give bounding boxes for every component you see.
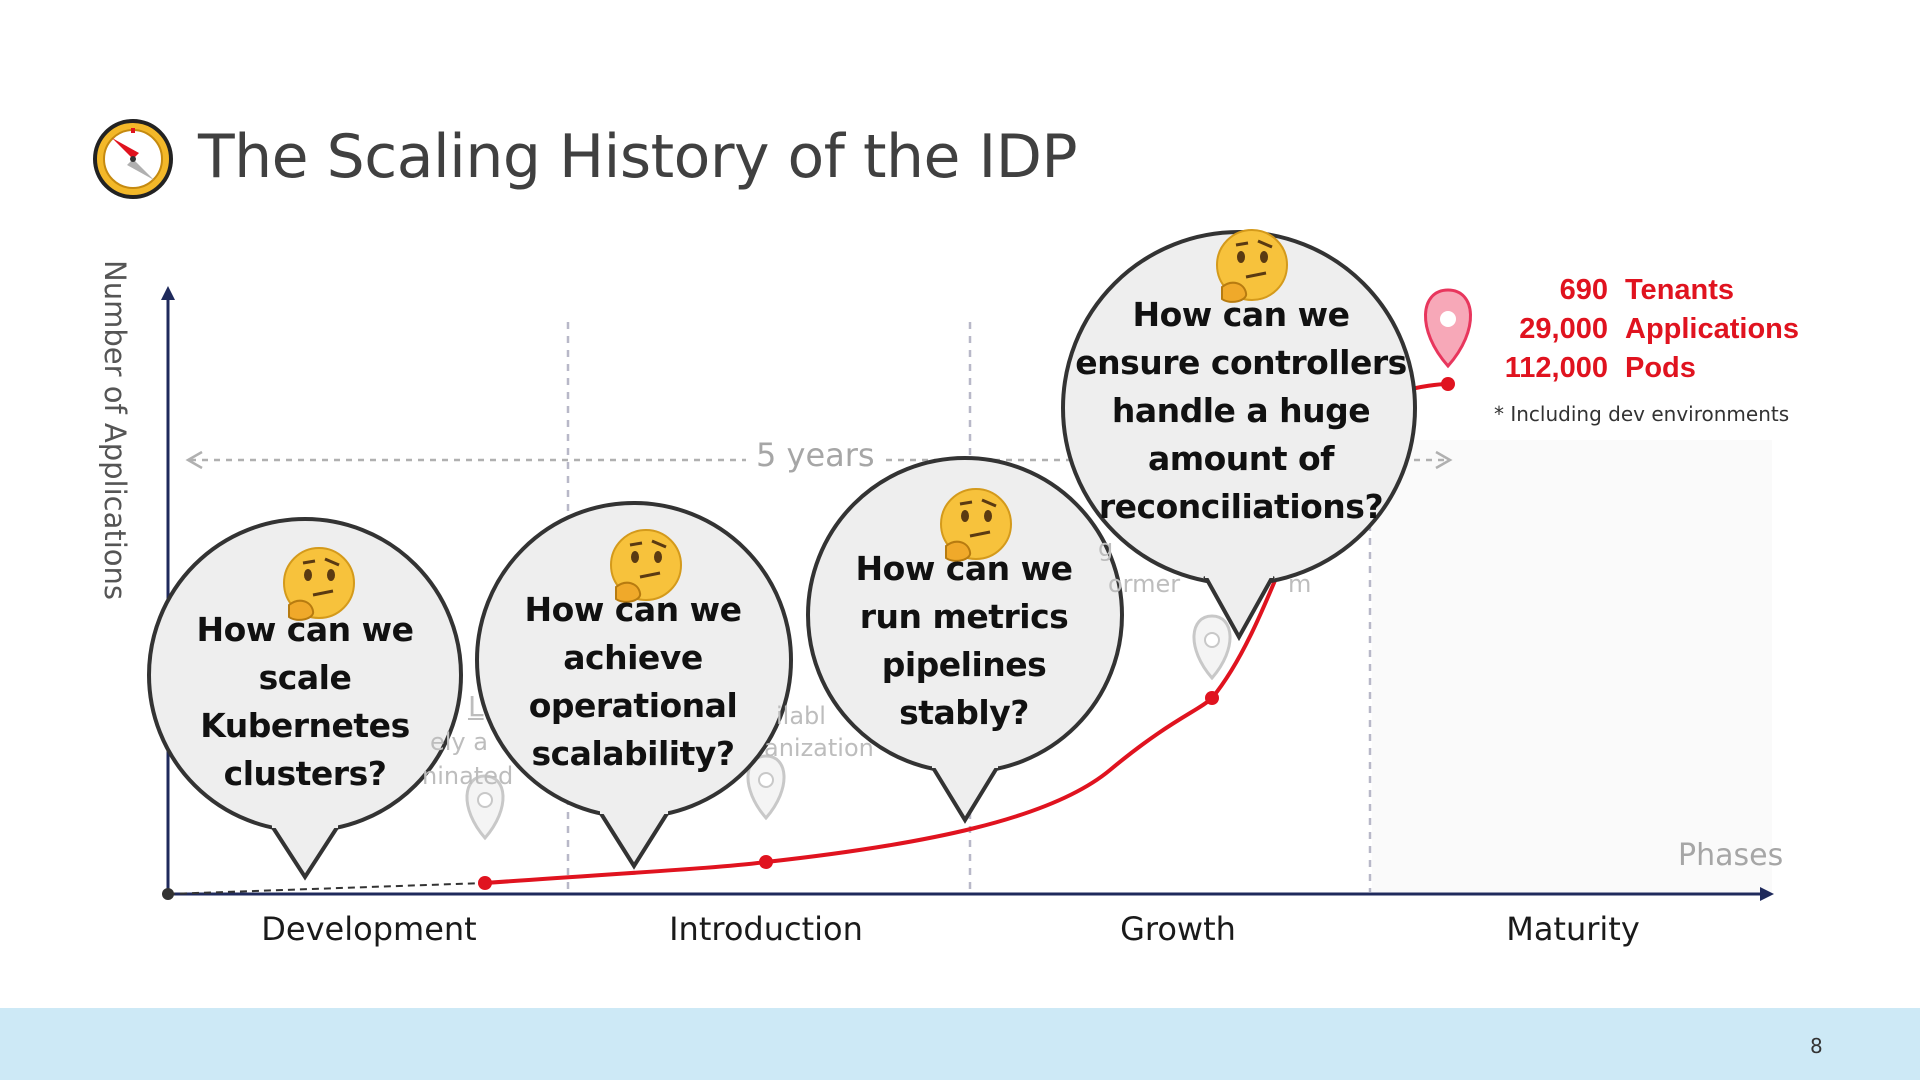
stat-pods-unit: Pods [1625,352,1696,384]
question-line: scalability? [531,734,735,773]
milestone-point-2 [759,855,773,869]
question-line: How can we [1132,295,1350,334]
duration-arrow-left-head [185,450,203,470]
obscured-text: ilabl [776,702,826,730]
milestone-point-1 [478,876,492,890]
question-line: amount of [1147,439,1335,478]
stat-tenants-unit: Tenants [1625,274,1735,306]
question-line: stably? [899,693,1029,732]
obscured-text: ely a [430,728,488,756]
question-line: scale [258,658,352,697]
obscured-text: ninated [422,762,514,790]
question-line: reconciliations? [1098,487,1384,526]
x-axis-arrowhead [1760,887,1774,901]
question-line: handle a huge [1111,391,1371,430]
question-text: How can we scale Kubernetes clusters? [197,606,414,798]
map-pin-red-icon [1424,288,1472,369]
question-line: achieve [563,638,703,677]
page-title: The Scaling History of the IDP [198,122,1078,192]
obscured-text: anization [764,734,874,762]
obscured-text: ormer [1108,570,1181,598]
question-line: How can we [855,549,1073,588]
stats-footnote: * Including dev environments [1494,402,1790,426]
footer-bar [0,1008,1920,1080]
stat-applications-number: 29,000 [1519,313,1608,345]
question-line: operational [528,686,738,725]
maturity-region [1372,440,1772,892]
thinking-face-icon [610,529,682,603]
question-line: clusters? [223,754,387,793]
question-bubble-1 [147,517,463,881]
page-number: 8 [1810,1034,1823,1058]
thinking-face-icon [1216,229,1288,303]
thinking-face-icon [283,547,355,621]
map-pin-icon [746,754,786,821]
question-text: How can we achieve operational scalabili… [525,586,742,778]
curve-dashed-start [167,882,486,895]
question-text: How can we ensure controllers handle a h… [1075,291,1407,531]
phase-label-growth: Growth [1120,910,1236,948]
question-line: How can we [524,590,742,629]
milestone-point-4 [1441,377,1455,391]
question-line: pipelines [881,645,1047,684]
x-axis-label: Phases [1678,838,1784,873]
y-axis-label: Number of Applications [98,260,132,601]
question-bubble-3 [806,456,1124,824]
thinking-face-icon [940,488,1012,562]
question-text: How can we run metrics pipelines stably? [856,545,1073,737]
phase-label-maturity: Maturity [1506,910,1640,948]
phase-label-introduction: Introduction [669,910,863,948]
question-bubble-2 [475,501,793,870]
duration-arrow-right-head [1435,450,1453,470]
question-line: How can we [196,610,414,649]
map-pin-icon [1192,614,1232,681]
obscured-text: L [468,690,484,723]
phase-label-development: Development [261,910,477,948]
question-line: Kubernetes [200,706,410,745]
question-line: ensure controllers [1075,343,1407,382]
map-pin-icon [465,774,505,841]
duration-label: 5 years [746,436,885,474]
question-bubble-4 [1061,230,1417,642]
compass-icon [93,119,173,199]
y-axis-arrowhead [161,286,175,300]
milestone-point-3 [1205,691,1219,705]
stat-tenants-number: 690 [1559,274,1608,306]
question-line: run metrics [859,597,1069,636]
stat-applications-unit: Applications [1625,313,1800,345]
obscured-text: g [1098,534,1114,562]
obscured-text: m [1288,570,1312,598]
stat-pods-number: 112,000 [1504,352,1608,384]
